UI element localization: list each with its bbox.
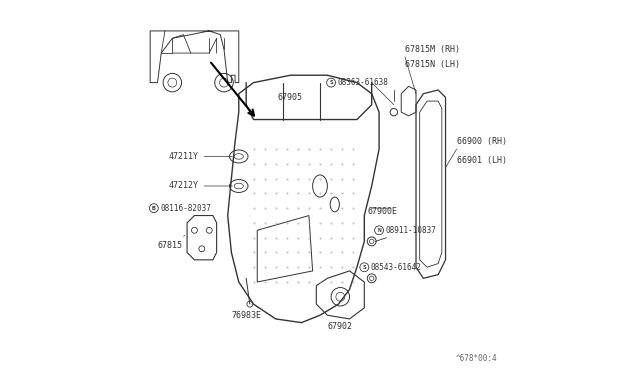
Circle shape (326, 78, 335, 87)
Circle shape (374, 226, 383, 235)
Text: 66901 (LH): 66901 (LH) (456, 155, 507, 165)
Text: 08543-61642: 08543-61642 (371, 263, 422, 272)
Text: 66900 (RH): 66900 (RH) (456, 137, 507, 146)
Text: ^678*00:4: ^678*00:4 (456, 354, 497, 363)
Text: 76983E: 76983E (231, 311, 261, 320)
Text: 67902: 67902 (328, 322, 353, 331)
Text: S: S (362, 265, 366, 270)
Text: 47212Y: 47212Y (168, 182, 232, 190)
Text: 47211Y: 47211Y (168, 152, 232, 161)
Text: 08116-82037: 08116-82037 (160, 203, 211, 213)
Text: 67815: 67815 (157, 235, 185, 250)
Text: 67815M (RH): 67815M (RH) (405, 45, 460, 54)
Text: 67900E: 67900E (368, 207, 398, 217)
Text: 08911-10837: 08911-10837 (385, 226, 436, 235)
Text: N: N (377, 228, 381, 233)
Text: 67905: 67905 (278, 93, 303, 102)
Circle shape (149, 204, 158, 212)
Text: B: B (152, 206, 156, 211)
Text: 67815N (LH): 67815N (LH) (405, 60, 460, 69)
Text: 08363-61638: 08363-61638 (337, 78, 388, 87)
Circle shape (360, 263, 369, 272)
Text: S: S (329, 80, 333, 85)
